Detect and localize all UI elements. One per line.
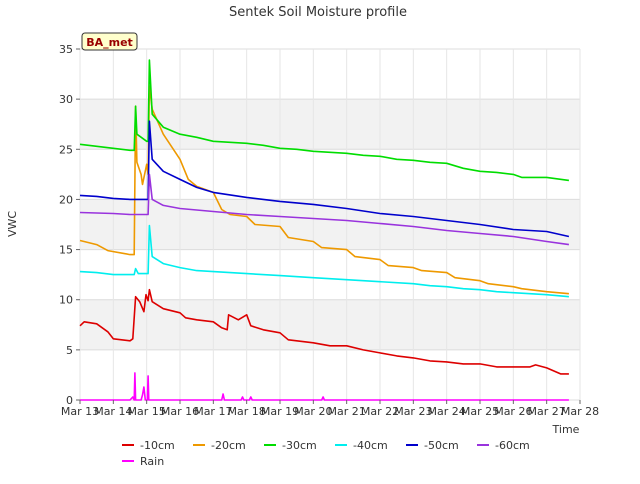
background-band — [80, 99, 580, 150]
x-tick-label: Mar 23 — [394, 405, 432, 418]
series-line-20cm — [79, 85, 569, 295]
y-tick-label: 20 — [59, 193, 73, 206]
chart-title: Sentek Soil Moisture profile — [229, 5, 407, 20]
series-line-rain — [80, 372, 569, 401]
x-tick-label: Mar 22 — [361, 405, 399, 418]
x-tick-label: Mar 28 — [561, 405, 599, 418]
x-tick-label: Mar 14 — [94, 405, 132, 418]
x-tick-label: Mar 27 — [528, 405, 566, 418]
x-tick-label: Mar 24 — [428, 405, 466, 418]
y-axis-label: VWC — [6, 211, 19, 237]
legend-label: Rain — [140, 455, 164, 468]
series-line-10cm — [79, 288, 569, 375]
legend-label: -30cm — [282, 439, 317, 452]
x-tick-label: Mar 26 — [494, 405, 532, 418]
x-tick-label: Mar 21 — [328, 405, 366, 418]
x-tick-label: Mar 13 — [61, 405, 99, 418]
site-label: BA_met — [86, 36, 133, 49]
x-tick-label: Mar 19 — [261, 405, 299, 418]
y-tick-label: 10 — [59, 294, 73, 307]
legend-label: -20cm — [211, 439, 246, 452]
site-label-background — [81, 32, 138, 51]
series-line-60cm — [79, 173, 570, 246]
series-line-40cm — [79, 224, 569, 298]
y-tick-label: 5 — [66, 344, 73, 357]
legend-label: -10cm — [140, 439, 175, 452]
y-tick-label: 15 — [59, 244, 73, 257]
x-axis-label: Time — [552, 423, 580, 436]
y-tick-label: 30 — [59, 93, 73, 106]
x-tick-label: Mar 18 — [228, 405, 266, 418]
legend-label: -40cm — [353, 439, 388, 452]
series-line-30cm — [79, 59, 570, 182]
x-tick-label: Mar 20 — [294, 405, 332, 418]
x-tick-label: Mar 16 — [161, 405, 199, 418]
legend-label: -50cm — [424, 439, 459, 452]
x-tick-label: Mar 17 — [194, 405, 232, 418]
y-tick-label: 35 — [59, 43, 73, 56]
background-band — [80, 199, 580, 250]
series-line-50cm — [79, 120, 570, 238]
y-tick-label: 25 — [59, 143, 73, 156]
y-tick-label: 0 — [66, 394, 73, 407]
legend-label: -60cm — [495, 439, 530, 452]
background-band — [80, 299, 580, 350]
x-tick-label: Mar 15 — [128, 405, 166, 418]
x-tick-label: Mar 25 — [461, 405, 499, 418]
